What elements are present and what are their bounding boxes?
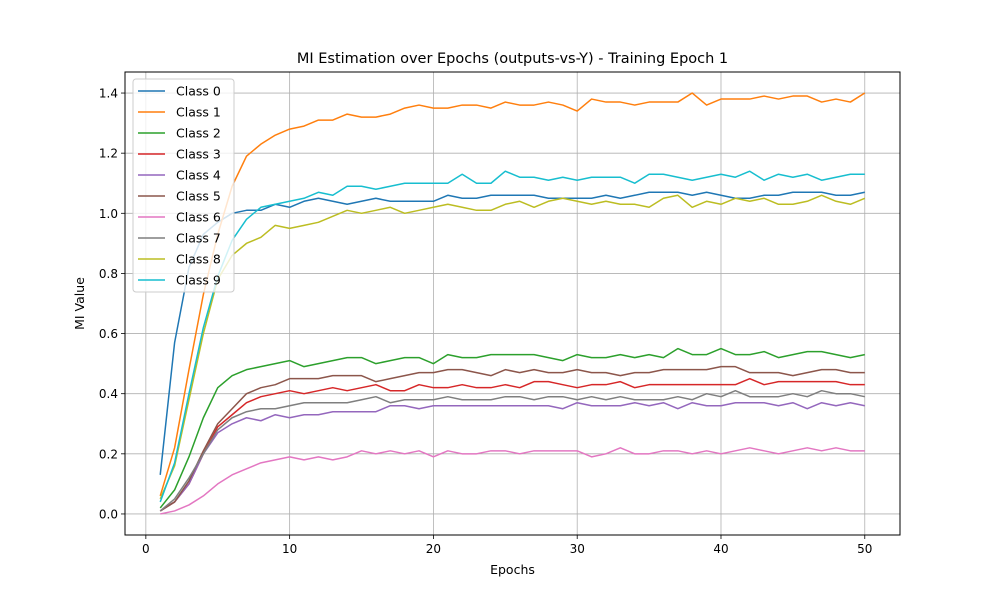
series-line-class-7 — [159, 389, 865, 512]
x-tick-label: 0 — [142, 542, 150, 556]
x-tick-label: 40 — [713, 542, 728, 556]
legend-label-class-9: Class 9 — [176, 273, 221, 288]
legend-label-class-6: Class 6 — [176, 210, 221, 225]
legend-label-class-5: Class 5 — [176, 189, 221, 204]
series-line-class-4 — [159, 401, 865, 512]
chart-title: MI Estimation over Epochs (outputs-vs-Y)… — [297, 51, 728, 67]
series-layer — [159, 92, 866, 515]
legend-label-class-2: Class 2 — [176, 126, 221, 141]
y-tick-label: 1.0 — [99, 207, 118, 221]
series-line-class-2 — [159, 347, 865, 509]
x-axis-label: Epochs — [490, 562, 535, 577]
y-tick-label: 1.4 — [99, 87, 118, 101]
legend-label-class-7: Class 7 — [176, 231, 221, 246]
series-line-class-1 — [159, 92, 866, 497]
y-tick-label: 1.2 — [99, 147, 118, 161]
plot-frame — [124, 71, 901, 536]
axis-layer: 0 10 20 30 40 50 0.0 0.2 0.4 0.6 0.8 1.0 1.2 1.4 — [99, 87, 873, 556]
y-tick-label: 0.2 — [99, 447, 118, 461]
y-tick-label: 0.4 — [99, 387, 118, 401]
y-tick-label: 0.8 — [99, 267, 118, 281]
series-line-class-3 — [159, 377, 865, 512]
legend-label-class-4: Class 4 — [176, 168, 221, 183]
legend-label-class-0: Class 0 — [176, 84, 221, 99]
x-tick-label: 30 — [570, 542, 585, 556]
grid-layer — [125, 72, 900, 535]
x-tick-label: 50 — [857, 542, 872, 556]
legend-label-class-1: Class 1 — [176, 105, 221, 120]
series-line-class-9 — [159, 170, 865, 503]
legend: Class 0 Class 1 Class 2 Class 3 Class 4 Class… — [132, 78, 235, 293]
x-tick-label: 10 — [282, 542, 297, 556]
y-tick-label: 0.0 — [99, 507, 118, 521]
series-line-class-5 — [159, 365, 865, 512]
series-line-class-8 — [159, 194, 866, 500]
legend-label-class-3: Class 3 — [176, 147, 221, 162]
series-line-class-6 — [160, 447, 865, 515]
x-tick-label: 20 — [426, 542, 441, 556]
series-line-class-0 — [159, 191, 865, 475]
legend-label-class-8: Class 8 — [176, 252, 221, 267]
y-tick-label: 0.6 — [99, 327, 118, 341]
y-axis-label: MI Value — [72, 277, 87, 330]
